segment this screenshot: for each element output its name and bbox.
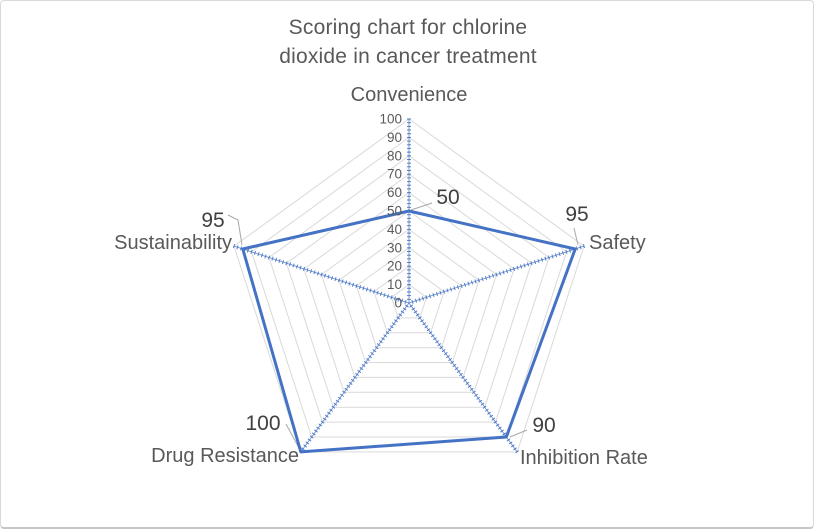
svg-text:30: 30: [387, 240, 402, 255]
value-axis-tick-labels: 0 10 20 30 40 50 60 70 80 90 100: [379, 112, 402, 311]
data-label-sustainability: 95: [201, 209, 225, 232]
svg-text:60: 60: [387, 185, 402, 200]
svg-text:0: 0: [394, 296, 402, 311]
axis-label-inhibition-rate: Inhibition Rate: [520, 447, 648, 469]
svg-text:40: 40: [387, 222, 402, 237]
data-label-safety: 95: [565, 203, 589, 226]
svg-text:70: 70: [387, 167, 402, 182]
data-label-convenience: 50: [436, 186, 460, 209]
svg-text:20: 20: [387, 259, 402, 274]
svg-text:90: 90: [387, 130, 402, 145]
chart-title-line2: dioxide in cancer treatment: [279, 45, 537, 68]
svg-text:80: 80: [387, 148, 402, 163]
svg-text:50: 50: [387, 204, 402, 219]
svg-text:10: 10: [387, 277, 402, 292]
data-label-drug-resistance: 100: [245, 412, 281, 435]
radar-series-polygon: [241, 209, 577, 454]
axis-label-safety: Safety: [589, 232, 646, 254]
data-label-inhibition-rate: 90: [532, 414, 556, 437]
data-label-leader-lines: [227, 202, 579, 449]
axis-label-convenience: Convenience: [350, 84, 468, 106]
chart-title: Scoring chart for chlorine dioxide in ca…: [1, 13, 813, 71]
radar-gridlines: [233, 118, 585, 453]
svg-text:100: 100: [379, 112, 402, 127]
chart-title-line1: Scoring chart for chlorine: [288, 16, 528, 39]
axis-label-sustainability: Sustainability: [114, 232, 232, 254]
axis-label-drug-resistance: Drug Resistance: [151, 445, 299, 467]
